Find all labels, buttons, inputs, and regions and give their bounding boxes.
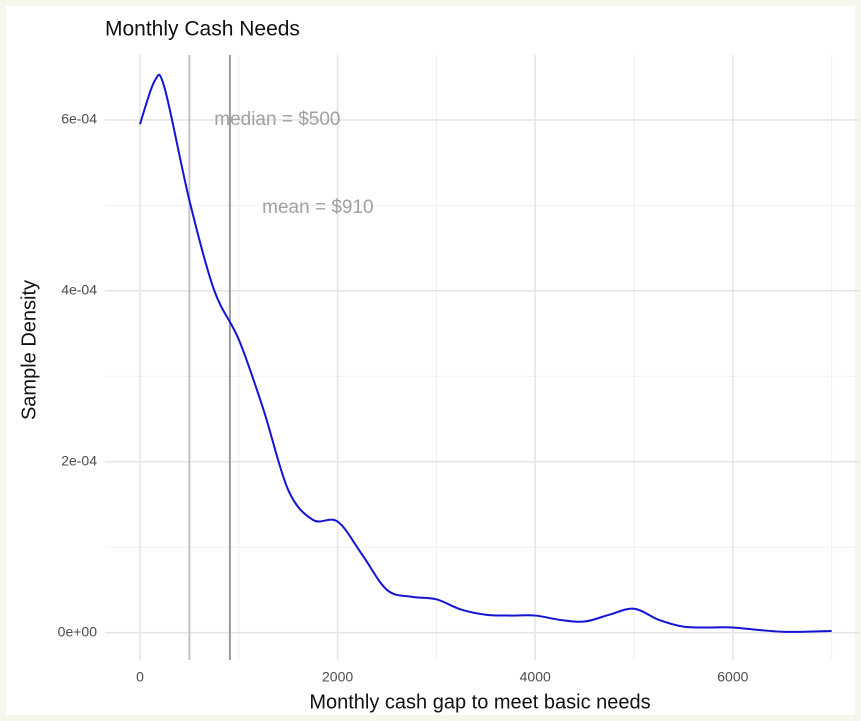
panel	[6, 6, 855, 715]
x-tick-label: 0	[136, 669, 144, 685]
y-tick-label: 2e-04	[61, 452, 97, 468]
x-tick-label: 2000	[322, 669, 353, 685]
y-tick-label: 6e-04	[61, 111, 97, 127]
x-tick-label: 6000	[717, 669, 748, 685]
x-tick-label: 4000	[520, 669, 551, 685]
y-axis-title: Sample Density	[18, 280, 40, 420]
y-tick-label: 4e-04	[61, 282, 97, 298]
reference-label: median = $500	[214, 109, 340, 130]
reference-label: mean = $910	[262, 197, 373, 218]
chart-title: Monthly Cash Needs	[105, 18, 300, 41]
x-axis-title: Monthly cash gap to meet basic needs	[309, 691, 650, 713]
y-tick-label: 0e+00	[58, 623, 98, 639]
density-line	[139, 73, 832, 633]
